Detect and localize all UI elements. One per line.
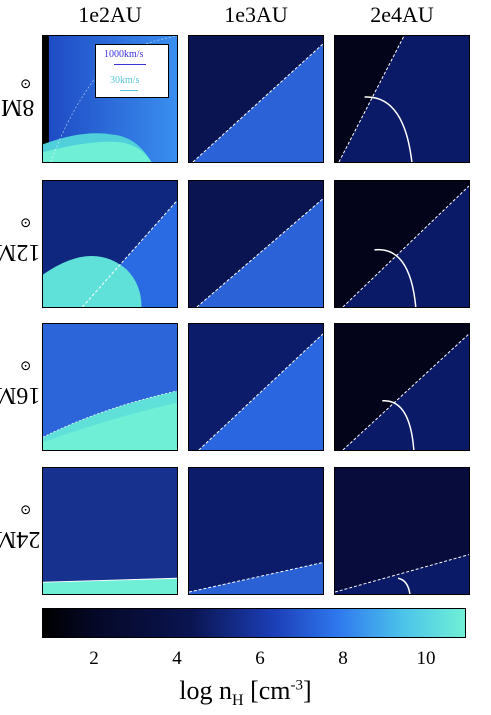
colorbar-tick-8: 8 [338,648,348,669]
panel-8msun-2e4au [334,35,470,163]
column-label-2e4au: 2e4AU [370,2,434,27]
legend-arrow-1000kms: 1000km/s [104,49,144,60]
row-label-12msun: 12M⊙ [0,216,41,265]
colorbar-tick-2: 2 [89,648,99,669]
row-label-24msun: 24M⊙ [0,503,41,552]
panel-24msun-1e2au [42,467,178,595]
panel-24msun-1e3au [188,467,324,595]
panel-16msun-2e4au [334,323,470,451]
panel-8msun-1e3au [188,35,324,163]
panel-8msun-1e2au: 1000km/s 30km/s [42,35,178,163]
colorbar-tick-6: 6 [255,648,265,669]
panel-16msun-1e2au [42,323,178,451]
panel-12msun-2e4au [334,180,470,308]
panel-16msun-1e3au [188,323,324,451]
colorbar-tick-4: 4 [172,648,182,669]
column-label-1e2au: 1e2AU [78,2,142,27]
legend-arrow-30kms: 30km/s [110,75,140,86]
colorbar-tick-10: 10 [416,648,436,669]
panel-12msun-1e2au [42,180,178,308]
column-label-1e3au: 1e3AU [224,2,288,27]
row-label-16msun: 16M⊙ [0,359,41,408]
panel-12msun-1e3au [188,180,324,308]
colorbar-label: log nH [cm-3] [179,676,312,710]
panel-24msun-2e4au [334,467,470,595]
row-label-8msun: 8M⊙ [1,77,35,120]
colorbar [42,608,466,638]
velocity-legend: 1000km/s 30km/s [95,44,169,98]
